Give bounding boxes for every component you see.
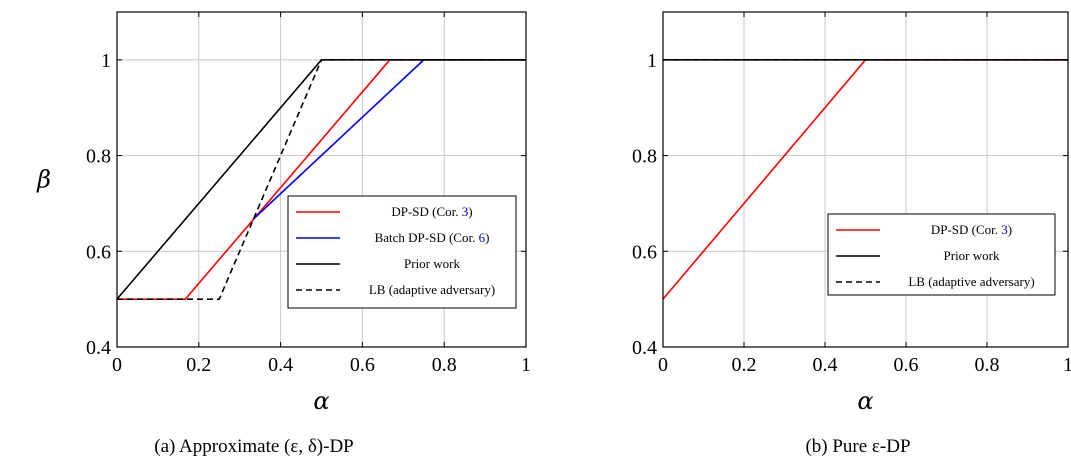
chart-b-legend-label-2: LB (adaptive adversary) xyxy=(908,274,1034,289)
chart-b-xtick-label-1: 0.2 xyxy=(732,354,757,376)
chart-a-ytick-label-0: 0.4 xyxy=(86,337,111,359)
chart-b-plot-frame xyxy=(662,11,1069,348)
chart-b-legend-label-0: DP-SD (Cor. 3) xyxy=(931,222,1012,237)
chart-a-ytick-label-3: 1 xyxy=(101,50,111,72)
chart-b-x-axis-label: α xyxy=(857,387,873,415)
chart-b-legend-label-main-0: DP-SD (Cor. xyxy=(931,222,1001,237)
chart-a: 0 0.2 0.4 0.6 0.8 1 0.4 0.6 0.8 1 α β DP-SD (Cor. 3)… xyxy=(36,11,531,457)
chart-a-ytick-label-1: 0.6 xyxy=(86,241,111,263)
chart-b-legend: DP-SD (Cor. 3) Prior work LB (adaptive adv… xyxy=(827,213,1056,296)
chart-b-legend-label-main-1: Prior work xyxy=(944,248,1000,263)
chart-b-ytick-label-3: 1 xyxy=(647,50,657,72)
chart-b-xtick-label-2: 0.4 xyxy=(813,354,838,376)
chart-b-ytick-label-0: 0.4 xyxy=(632,337,657,359)
chart-b: 0 0.2 0.4 0.6 0.8 1 0.4 0.6 0.8 1 α DP-SD (Cor. 3) P… xyxy=(632,11,1071,457)
chart-b-ytick-label-1: 0.6 xyxy=(632,241,657,263)
chart-a-legend-label-main-2: Prior work xyxy=(404,256,460,271)
chart-a-xtick-label-0: 0 xyxy=(112,354,122,376)
chart-a-legend-label-main-0: DP-SD (Cor. xyxy=(391,204,461,219)
chart-a-xtick-label-3: 0.6 xyxy=(350,354,375,376)
chart-a-legend-label-0: DP-SD (Cor. 3) xyxy=(391,204,472,219)
chart-a-legend-label-ref-0: 3 xyxy=(462,204,469,219)
chart-a-series-1-line xyxy=(252,59,526,220)
chart-a-x-axis-label: α xyxy=(313,387,329,415)
chart-b-legend-label-1: Prior work xyxy=(944,248,1000,263)
chart-b-xtick-label-0: 0 xyxy=(658,354,668,376)
chart-a-legend-label-3: LB (adaptive adversary) xyxy=(369,282,495,297)
chart-a-legend-label-main-1: Batch DP-SD (Cor. xyxy=(375,230,479,245)
chart-a-legend-label-tail-0: ) xyxy=(468,204,472,219)
chart-a-legend: DP-SD (Cor. 3)Batch DP-SD (Cor. 6)Prior … xyxy=(287,195,517,309)
chart-a-xtick-label-2: 0.4 xyxy=(268,354,293,376)
chart-b-legend-box xyxy=(827,213,1056,296)
chart-a-caption: (a) Approximate (ε, δ)-DP xyxy=(154,436,354,457)
chart-a-legend-label-ref-1: 6 xyxy=(479,230,486,245)
chart-b-xtick-label-4: 0.8 xyxy=(975,354,1000,376)
chart-a-ytick-label-2: 0.8 xyxy=(86,146,111,168)
chart-a-xtick-label-4: 0.8 xyxy=(432,354,457,376)
chart-a-legend-box xyxy=(287,195,517,309)
chart-a-plot-frame xyxy=(116,11,527,348)
chart-a-legend-label-main-3: LB (adaptive adversary) xyxy=(369,282,495,297)
chart-a-legend-label-2: Prior work xyxy=(404,256,460,271)
chart-a-xtick-label-5: 1 xyxy=(521,354,531,376)
chart-b-legend-label-tail-0: ) xyxy=(1008,222,1012,237)
chart-b-xtick-label-5: 1 xyxy=(1063,354,1071,376)
chart-b-legend-label-main-2: LB (adaptive adversary) xyxy=(908,274,1034,289)
chart-a-legend-label-tail-1: ) xyxy=(485,230,489,245)
chart-b-legend-label-ref-0: 3 xyxy=(1001,222,1008,237)
chart-a-series-3-line xyxy=(117,59,526,300)
chart-b-xtick-label-3: 0.6 xyxy=(894,354,919,376)
chart-b-ytick-label-2: 0.8 xyxy=(632,146,657,168)
chart-a-y-axis-label: β xyxy=(36,166,51,194)
chart-a-xtick-label-1: 0.2 xyxy=(186,354,211,376)
chart-a-legend-label-1: Batch DP-SD (Cor. 6) xyxy=(375,230,490,245)
chart-b-caption: (b) Pure ε-DP xyxy=(805,436,910,457)
